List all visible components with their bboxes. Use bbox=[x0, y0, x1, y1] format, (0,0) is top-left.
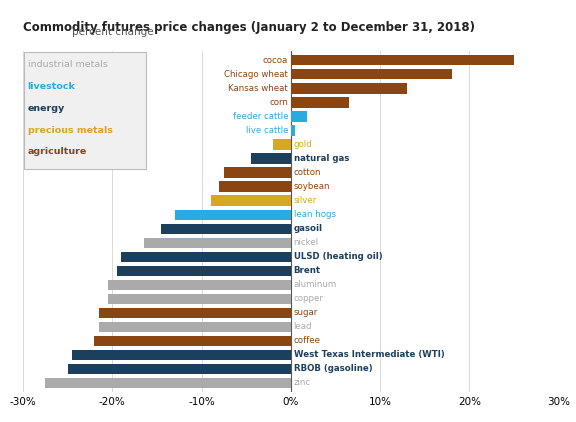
Text: industrial metals: industrial metals bbox=[28, 60, 107, 70]
Text: aluminum: aluminum bbox=[294, 280, 337, 289]
Text: coffee: coffee bbox=[294, 336, 321, 345]
Text: ULSD (heating oil): ULSD (heating oil) bbox=[294, 252, 382, 261]
Text: lean hogs: lean hogs bbox=[294, 210, 336, 219]
Text: Commodity futures price changes (January 2 to December 31, 2018): Commodity futures price changes (January… bbox=[23, 21, 475, 34]
Text: feeder cattle: feeder cattle bbox=[233, 112, 288, 121]
Bar bbox=[108, 294, 291, 304]
Text: gasoil: gasoil bbox=[294, 224, 323, 233]
Text: cotton: cotton bbox=[294, 168, 321, 177]
Text: soybean: soybean bbox=[294, 182, 330, 191]
Bar bbox=[211, 195, 291, 206]
Bar bbox=[291, 111, 307, 122]
Bar bbox=[117, 265, 291, 276]
Text: corn: corn bbox=[270, 98, 288, 107]
Text: Chicago wheat: Chicago wheat bbox=[224, 70, 288, 79]
Bar bbox=[273, 139, 291, 149]
Bar bbox=[143, 238, 291, 248]
Text: livestock: livestock bbox=[28, 82, 75, 91]
Bar bbox=[99, 308, 291, 318]
Bar bbox=[108, 279, 291, 289]
Text: lead: lead bbox=[294, 322, 312, 331]
Text: Kansas wheat: Kansas wheat bbox=[229, 84, 288, 93]
Text: precious metals: precious metals bbox=[28, 126, 112, 135]
Bar bbox=[291, 55, 514, 65]
Bar bbox=[68, 364, 291, 374]
Bar bbox=[224, 168, 291, 178]
Text: Brent: Brent bbox=[294, 266, 321, 275]
Bar bbox=[291, 69, 452, 79]
Bar bbox=[72, 349, 291, 360]
Text: live cattle: live cattle bbox=[246, 126, 288, 135]
Bar bbox=[219, 181, 291, 192]
Bar bbox=[291, 125, 295, 135]
Bar bbox=[161, 224, 291, 234]
Text: nickel: nickel bbox=[294, 238, 319, 247]
Text: percent change: percent change bbox=[72, 27, 154, 38]
Text: West Texas Intermediate (WTI): West Texas Intermediate (WTI) bbox=[294, 350, 444, 359]
FancyBboxPatch shape bbox=[24, 52, 146, 169]
Bar bbox=[251, 154, 291, 164]
Text: gold: gold bbox=[294, 140, 312, 149]
Text: energy: energy bbox=[28, 104, 65, 113]
Bar bbox=[99, 322, 291, 332]
Bar bbox=[122, 252, 291, 262]
Bar bbox=[46, 378, 291, 388]
Text: RBOB (gasoline): RBOB (gasoline) bbox=[294, 364, 372, 373]
Text: zinc: zinc bbox=[294, 378, 310, 387]
Bar bbox=[175, 209, 291, 219]
Bar bbox=[94, 335, 291, 346]
Text: copper: copper bbox=[294, 294, 324, 303]
Text: silver: silver bbox=[294, 196, 317, 205]
Text: cocoa: cocoa bbox=[263, 56, 288, 65]
Bar bbox=[291, 97, 349, 108]
Text: sugar: sugar bbox=[294, 308, 318, 317]
Bar bbox=[291, 84, 407, 94]
Text: natural gas: natural gas bbox=[294, 154, 349, 163]
Text: agriculture: agriculture bbox=[28, 147, 87, 156]
